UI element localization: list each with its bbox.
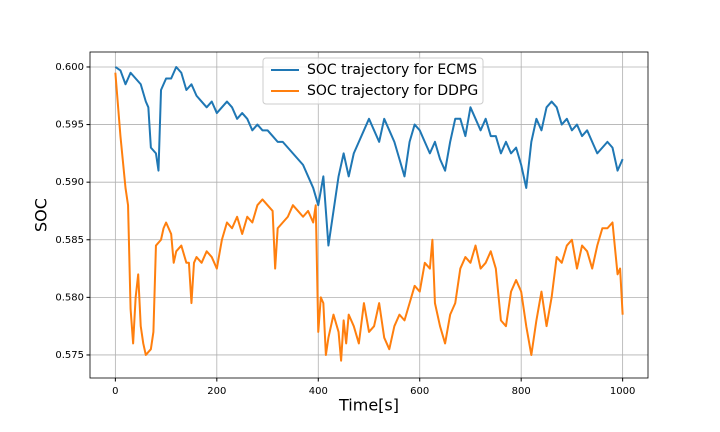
line-series xyxy=(114,72,624,362)
x-tick-label: 200 xyxy=(207,386,226,397)
y-tick-label: 0.590 xyxy=(55,177,84,188)
x-tick-label: 1000 xyxy=(610,386,635,397)
y-axis-label: SOC xyxy=(32,198,51,232)
y-tick-label: 0.600 xyxy=(55,62,84,73)
y-tick-label: 0.575 xyxy=(55,350,84,361)
line-series xyxy=(114,65,624,247)
y-tick-label: 0.595 xyxy=(55,120,84,131)
x-axis-label: Time[s] xyxy=(338,396,399,415)
x-tick-label: 800 xyxy=(512,386,531,397)
legend-label: SOC trajectory for ECMS xyxy=(307,62,477,78)
legend-label: SOC trajectory for DDPG xyxy=(307,83,478,99)
x-tick-label: 0 xyxy=(112,386,118,397)
y-tick-label: 0.580 xyxy=(55,292,84,303)
x-tick-label: 400 xyxy=(309,386,328,397)
plot-frame xyxy=(89,51,649,379)
legend-box xyxy=(262,57,484,105)
y-tick-label: 0.585 xyxy=(55,235,84,246)
x-tick-label: 600 xyxy=(410,386,429,397)
